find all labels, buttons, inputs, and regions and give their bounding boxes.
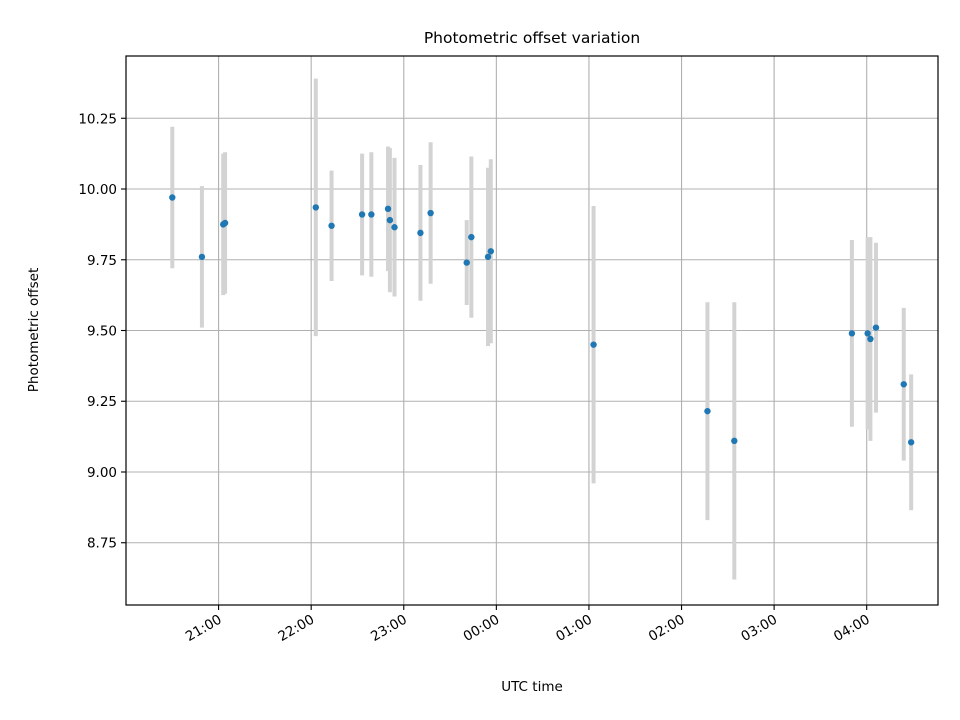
data-point [221,219,229,227]
data-point [848,330,856,337]
data-points [169,194,915,446]
data-point [384,205,392,213]
data-point [427,209,434,217]
y-tick-label: 10.25 [78,111,117,127]
y-tick-label: 9.75 [87,253,117,269]
data-point [590,341,597,348]
data-point [900,381,907,388]
y-tick-label: 10.00 [78,182,117,198]
data-point [463,259,470,266]
y-tick-label: 9.50 [87,324,117,340]
data-point [867,335,874,343]
data-point [864,330,871,337]
y-tick-label: 8.75 [87,536,117,552]
data-point [368,211,375,218]
data-point [484,253,492,261]
y-axis-label: Photometric offset [26,268,42,392]
data-point [358,211,366,218]
data-point [704,407,711,415]
data-point [417,229,424,237]
data-point [312,204,320,211]
data-point [386,216,394,224]
data-point [169,194,176,201]
data-point [731,437,738,445]
grid-lines [126,56,938,605]
chart-title: Photometric offset variation [424,29,640,47]
data-point [468,233,475,241]
data-point [907,439,915,446]
data-point [391,224,398,231]
y-tick-label: 9.00 [87,465,117,481]
data-point [198,253,206,261]
data-point [487,248,494,255]
data-point [872,324,880,331]
data-point [328,222,335,229]
x-axis-label: UTC time [501,679,563,695]
y-axis-ticks: 8.75 9.00 9.25 9.50 9.75 10.00 10.25 [78,111,126,552]
y-tick-label: 9.25 [87,394,117,410]
